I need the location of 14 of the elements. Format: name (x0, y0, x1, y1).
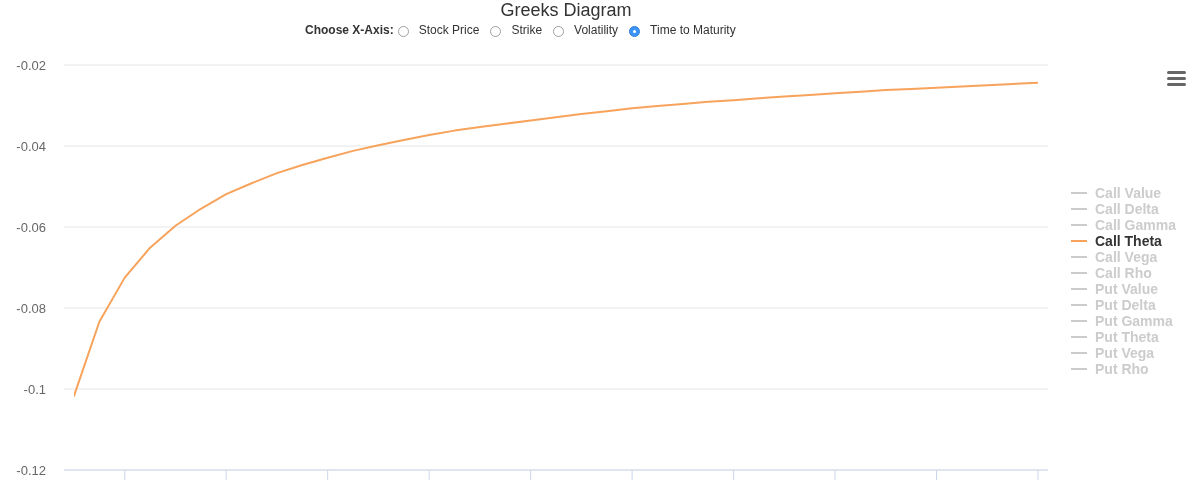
chart-title: Greeks Diagram (499, 0, 633, 20)
legend-label: Call Theta (1095, 233, 1162, 249)
y-tick-label: -0.02 (16, 57, 46, 73)
y-tick-label: -0.06 (16, 219, 46, 235)
text: Time to Maturity (650, 23, 736, 37)
text: Volatility (574, 23, 619, 37)
text: Strike (511, 23, 543, 37)
y-tick-label: -0.04 (16, 138, 46, 154)
y-tick-label: -0.12 (16, 462, 46, 478)
text: Stock Price (418, 23, 480, 37)
y-tick-label: -0.08 (16, 300, 46, 316)
y-tick-label: -0.1 (23, 381, 46, 397)
line-series (74, 81, 1038, 397)
text: Choose X-Axis: (305, 23, 394, 37)
